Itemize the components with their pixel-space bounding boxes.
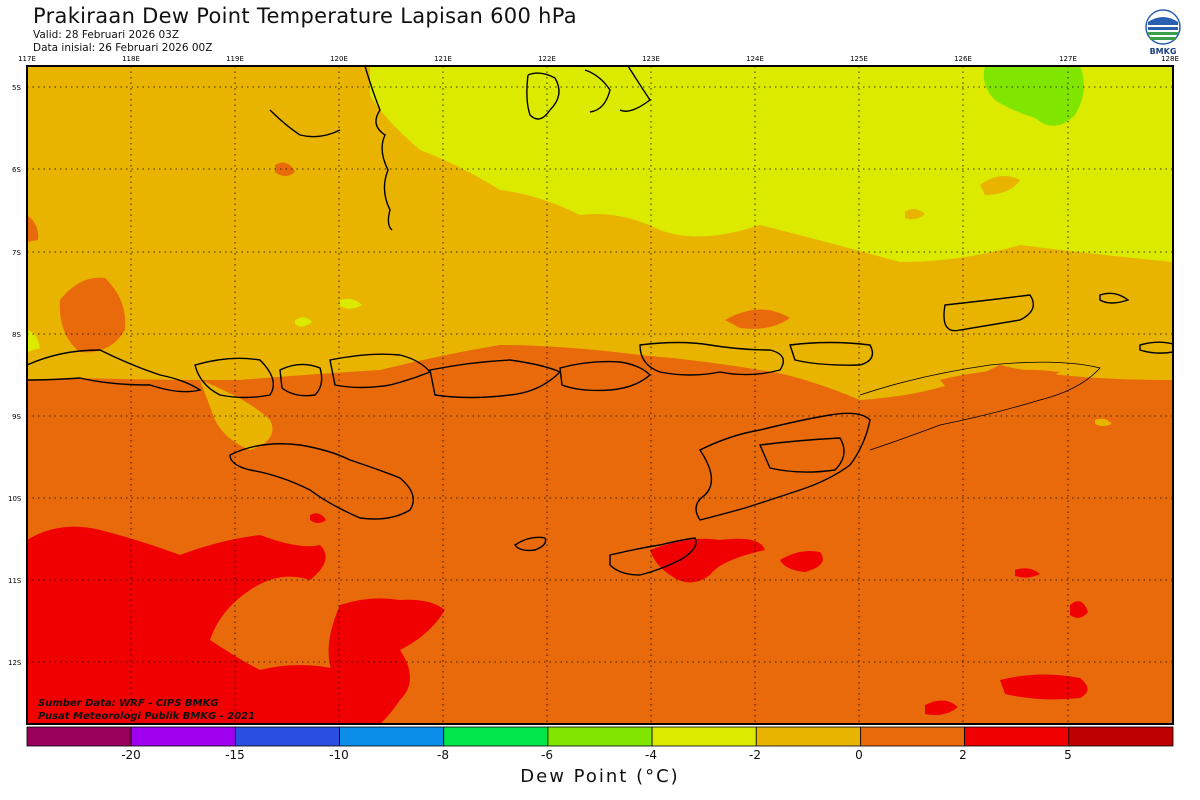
bmkg-logo: BMKG <box>1143 8 1183 56</box>
colorbar-segment <box>964 726 1070 747</box>
colorbar <box>26 726 1174 747</box>
lon-label: 124E <box>746 55 764 63</box>
lat-label: 7S <box>12 249 21 257</box>
colorbar-segment <box>26 726 132 747</box>
lat-label: 9S <box>12 413 21 421</box>
colorbar-segment <box>1068 726 1174 747</box>
lat-label: 8S <box>12 331 21 339</box>
lon-label: 123E <box>642 55 660 63</box>
lon-label: 117E <box>18 55 36 63</box>
lon-label: 121E <box>434 55 452 63</box>
lon-label: 122E <box>538 55 556 63</box>
colorbar-label: 0 <box>855 748 863 762</box>
colorbar-label: -15 <box>225 748 245 762</box>
lat-label: 10S <box>8 495 22 503</box>
boundary-line <box>859 361 1101 451</box>
colorbar-label: -20 <box>121 748 141 762</box>
lat-label: 11S <box>8 577 22 585</box>
lat-label: 6S <box>12 166 21 174</box>
lat-label: 12S <box>8 659 22 667</box>
colorbar-label: -8 <box>437 748 449 762</box>
bmkg-logo-icon: BMKG <box>1145 9 1181 56</box>
lon-label: 125E <box>850 55 868 63</box>
lon-label: 127E <box>1059 55 1077 63</box>
lon-label: 118E <box>122 55 140 63</box>
colorbar-segment <box>651 726 757 747</box>
map-frame <box>26 65 1174 725</box>
field-red <box>27 526 385 724</box>
colorbar-label: 5 <box>1064 748 1072 762</box>
colorbar-segment <box>339 726 445 747</box>
field-green <box>983 66 1084 126</box>
colorbar-label: -2 <box>749 748 761 762</box>
field-yellow <box>370 66 1173 262</box>
initial-time: Data inisial: 26 Februari 2026 00Z <box>33 42 213 54</box>
colorbar-segment <box>234 726 340 747</box>
lon-label: 120E <box>330 55 348 63</box>
map-title: Prakiraan Dew Point Temperature Lapisan … <box>33 4 577 28</box>
longitude-labels: 117E 118E 119E 120E 121E 122E 123E 124E … <box>18 55 1179 63</box>
gridlines <box>27 66 1173 724</box>
field-orange-patch <box>59 277 126 353</box>
colorbar-label: -10 <box>329 748 349 762</box>
coastlines <box>27 66 1173 576</box>
colorbar-segment <box>443 726 549 747</box>
colorbar-segment <box>755 726 861 747</box>
colorbar-label: 2 <box>959 748 967 762</box>
dew-point-field <box>27 66 1173 724</box>
colorbar-label: -6 <box>541 748 553 762</box>
center-credit: Pusat Meteorologi Publik BMKG - 2021 <box>38 711 255 722</box>
colorbar-segment <box>860 726 966 747</box>
latitude-labels: 5S 6S 7S 8S 9S 10S 11S 12S <box>8 84 22 667</box>
colorbar-label: -4 <box>645 748 657 762</box>
colorbar-segment <box>547 726 653 747</box>
lon-label: 126E <box>954 55 972 63</box>
data-source-credit: Sumber Data: WRF - CIPS BMKG <box>38 698 218 709</box>
colorbar-title: Dew Point (°C) <box>520 766 680 787</box>
logo-text: BMKG <box>1150 47 1177 56</box>
colorbar-segment <box>130 726 236 747</box>
valid-time: Valid: 28 Februari 2026 03Z <box>33 29 180 41</box>
lon-label: 128E <box>1161 55 1179 63</box>
lat-label: 5S <box>12 84 21 92</box>
lon-label: 119E <box>226 55 244 63</box>
